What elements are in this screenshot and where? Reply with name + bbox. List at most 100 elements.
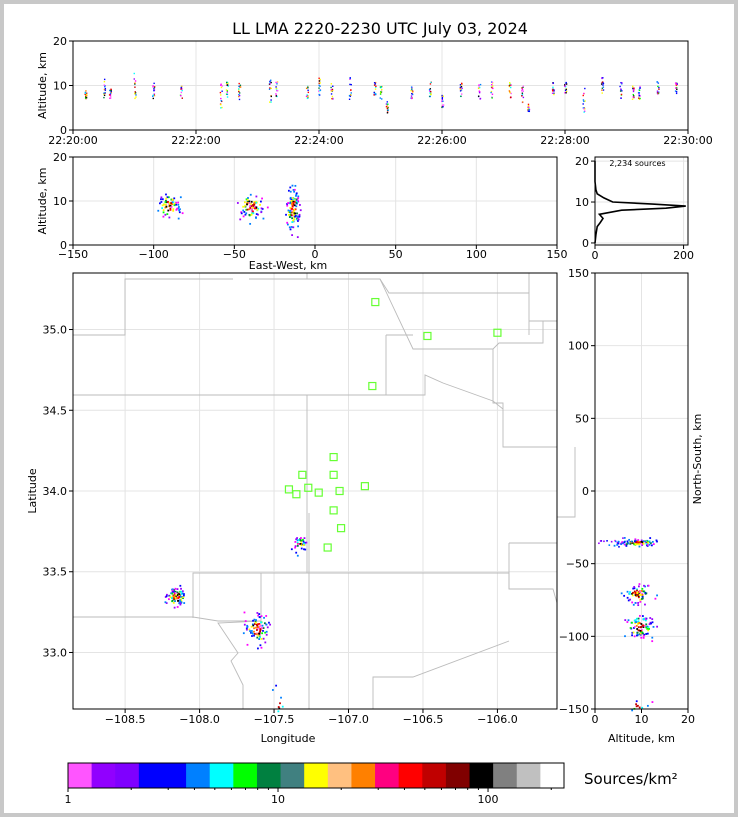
east-west-source (294, 212, 297, 215)
east-west-source (291, 197, 294, 200)
colorbar-swatch (304, 763, 329, 788)
time-height-source (564, 89, 567, 92)
plan-view-source (265, 630, 268, 633)
plan-view-source (172, 590, 175, 593)
time-height-source (319, 85, 321, 87)
east-west-source (172, 201, 175, 204)
time-height-source (227, 85, 229, 87)
north-south-source (631, 542, 634, 544)
time-height-source (551, 89, 554, 91)
plan-view-source (257, 647, 259, 650)
time-height-source (275, 94, 277, 96)
time-height-y-tick-label: 20 (53, 35, 67, 48)
time-height-source (319, 89, 321, 92)
time-height-source (527, 103, 530, 106)
plan-view-source (253, 618, 256, 621)
north-south-source (606, 540, 608, 542)
time-height-source (509, 82, 511, 84)
plan-view-x-tick-label: −108.0 (179, 713, 220, 726)
time-height-source (330, 97, 333, 100)
time-height-source (674, 82, 677, 84)
north-south-source (626, 596, 629, 599)
plan-view-source (302, 540, 305, 543)
time-height-source (676, 88, 678, 91)
north-south-source (626, 540, 629, 543)
time-height-source (601, 92, 603, 94)
north-south-source (641, 593, 644, 595)
east-west-source (166, 196, 169, 199)
time-height-source (638, 98, 641, 101)
plan-view-source (258, 638, 261, 640)
map-boundary-line (217, 620, 262, 709)
plan-view-source (246, 624, 249, 627)
north-south-source (624, 619, 627, 622)
plan-view-source (173, 595, 176, 597)
east-west-source (245, 212, 248, 215)
east-west-source (179, 208, 181, 211)
time-height-source (109, 95, 112, 97)
time-height-source (380, 92, 382, 94)
time-height-source (85, 96, 87, 98)
time-height-source (411, 93, 413, 95)
east-west-source (297, 218, 300, 221)
north-south-source (634, 543, 637, 545)
time-height-source (442, 106, 444, 108)
north-south-source (633, 590, 636, 593)
north-south-source (638, 622, 641, 625)
north-south-source (641, 631, 644, 634)
time-height-source (103, 96, 105, 99)
east-west-source (252, 212, 255, 215)
plan-view-source (245, 628, 248, 631)
east-west-source (293, 198, 296, 201)
time-height-source (133, 78, 135, 80)
north-south-source (638, 706, 641, 709)
time-height-source (527, 110, 530, 113)
time-height-source (153, 82, 155, 85)
plan-view-source (280, 696, 282, 699)
plan-view-source (182, 593, 185, 595)
time-height-source (318, 80, 321, 82)
time-height-source (552, 82, 555, 84)
plan-view-source (179, 603, 182, 606)
plan-view-source (170, 592, 173, 595)
plan-view-source (264, 631, 267, 634)
east-west-source (289, 202, 292, 205)
east-west-source (252, 205, 255, 207)
station-marker (298, 470, 307, 479)
east-west-source (246, 199, 249, 201)
time-height-source (225, 89, 228, 91)
north-south-source (614, 540, 617, 543)
plan-view-source (173, 606, 176, 609)
colorbar-swatch (422, 763, 447, 788)
plan-view-source (176, 606, 179, 608)
plan-view-source (258, 630, 261, 633)
time-height-source (638, 94, 641, 97)
time-height-source (220, 86, 223, 89)
time-height-source (330, 89, 332, 91)
plan-view-source (242, 632, 245, 635)
north-south-y-tick-label: −150 (559, 703, 589, 716)
north-south-source (636, 589, 638, 592)
plan-view-source (180, 587, 182, 590)
east-west-source (246, 208, 249, 211)
time-height-source (638, 97, 640, 99)
plan-view-source (255, 621, 257, 624)
plan-view-x-tick-label: −108.5 (105, 713, 146, 726)
time-height-source (633, 87, 635, 89)
time-height-source (478, 90, 481, 92)
plan-view-source (253, 630, 255, 633)
north-south-source (643, 584, 645, 587)
histogram-y-tick-label: 10 (575, 196, 589, 209)
east-west-source (296, 200, 299, 203)
east-west-source (290, 214, 293, 217)
plan-view-source (261, 632, 264, 635)
colorbar-frame (67, 762, 565, 789)
east-west-source (160, 196, 163, 199)
time-height-source (461, 83, 463, 85)
plan-view-source (294, 546, 297, 549)
east-west-source (177, 217, 180, 220)
north-south-source (646, 628, 649, 630)
east-west-source (244, 213, 247, 216)
time-height-source (657, 92, 659, 94)
time-height-source (510, 96, 512, 98)
